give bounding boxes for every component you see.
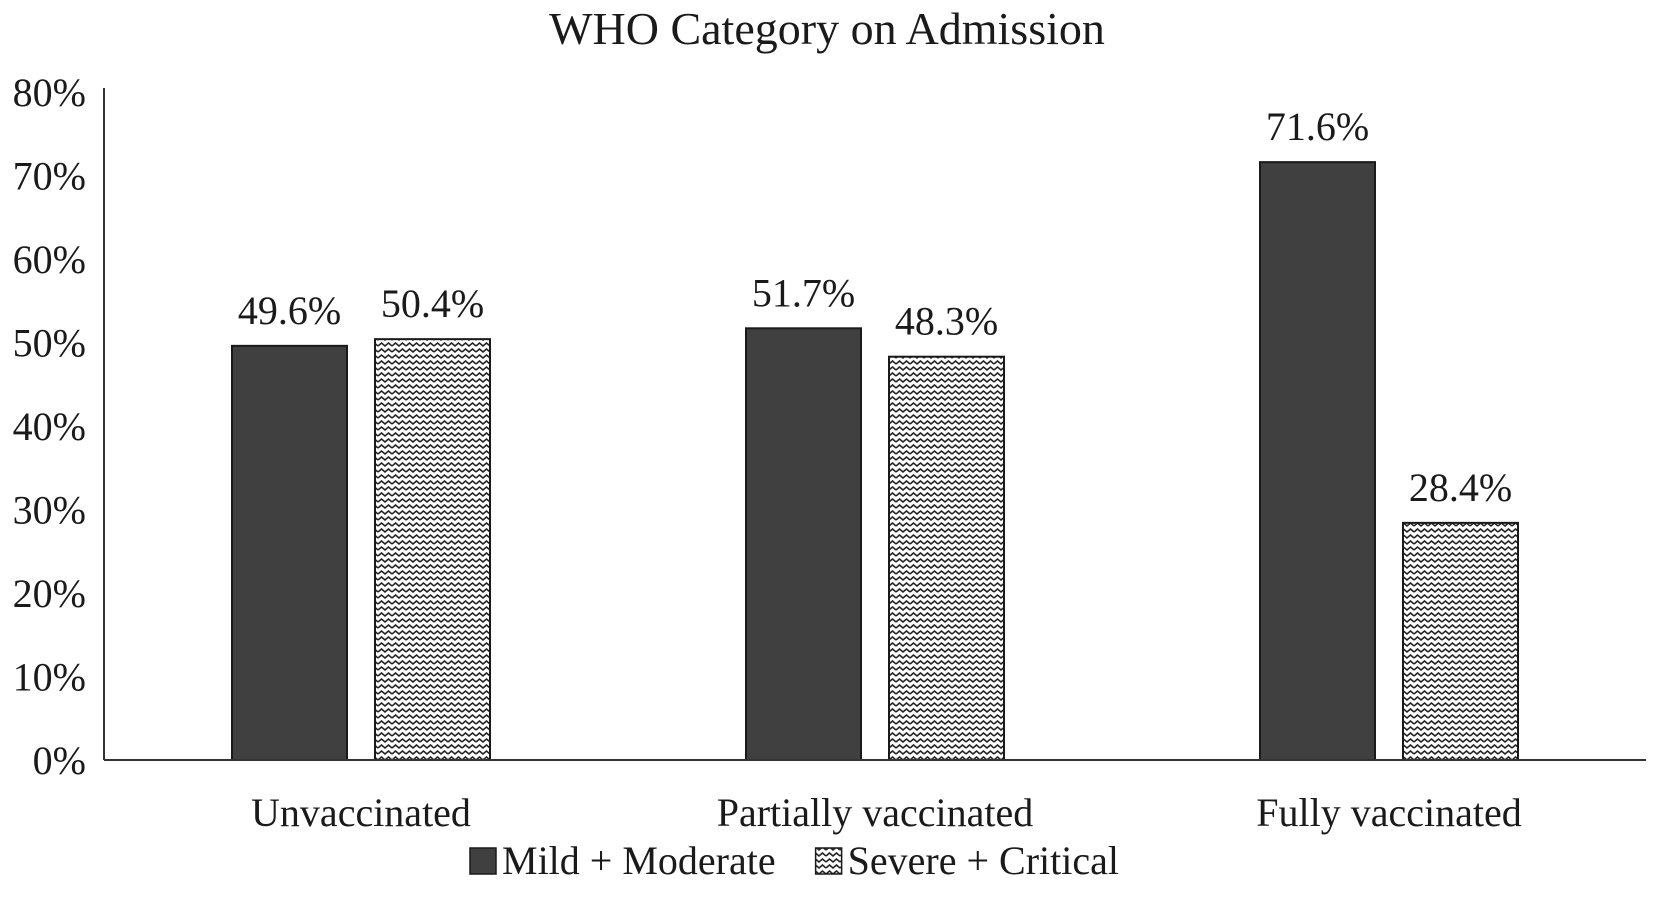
y-tick-label: 30% — [13, 488, 86, 533]
bar-mild-moderate — [1259, 161, 1376, 761]
y-tick-label: 80% — [13, 70, 86, 115]
x-tick-label: Partially vaccinated — [717, 790, 1034, 835]
legend-label: Severe + Critical — [848, 838, 1119, 883]
x-tick-label: Fully vaccinated — [1256, 790, 1521, 835]
bar-severe-critical — [374, 338, 491, 761]
data-labels-group: 49.6% 50.4% 51.7% 48.3% 71.6% 28.4% — [238, 104, 1512, 510]
x-tick-label: Unvaccinated — [251, 790, 471, 835]
y-tick-label: 50% — [13, 321, 86, 366]
y-tick-label: 10% — [13, 655, 86, 700]
chart-title: WHO Category on Admission — [549, 3, 1105, 54]
y-tick-label: 40% — [13, 404, 86, 449]
y-tick-label: 70% — [13, 154, 86, 199]
bar-severe-critical — [888, 355, 1005, 761]
bar-data-label: 71.6% — [1266, 104, 1369, 149]
bar-mild-moderate — [231, 344, 348, 761]
bar-data-label: 49.6% — [238, 288, 341, 333]
bar-mild-moderate — [745, 327, 862, 761]
bars-group — [231, 161, 1519, 761]
bar-data-label: 51.7% — [752, 270, 855, 315]
bar-data-label: 28.4% — [1409, 465, 1512, 510]
x-axis-labels: Unvaccinated Partially vaccinated Fully va… — [251, 790, 1522, 835]
legend-swatch — [814, 847, 843, 875]
y-tick-label: 60% — [13, 237, 86, 282]
y-tick-label: 20% — [13, 571, 86, 616]
legend-label: Mild + Moderate — [502, 838, 776, 883]
bar-data-label: 48.3% — [895, 299, 998, 344]
bar-data-label: 50.4% — [381, 281, 484, 326]
y-tick-label: 0% — [33, 738, 86, 783]
y-axis-ticks: 0% 10% 20% 30% 40% 50% 60% 70% 80% — [13, 70, 86, 783]
legend: Mild + Moderate Severe + Critical — [469, 838, 1119, 883]
legend-swatch — [469, 847, 497, 875]
bar-severe-critical — [1402, 521, 1519, 761]
